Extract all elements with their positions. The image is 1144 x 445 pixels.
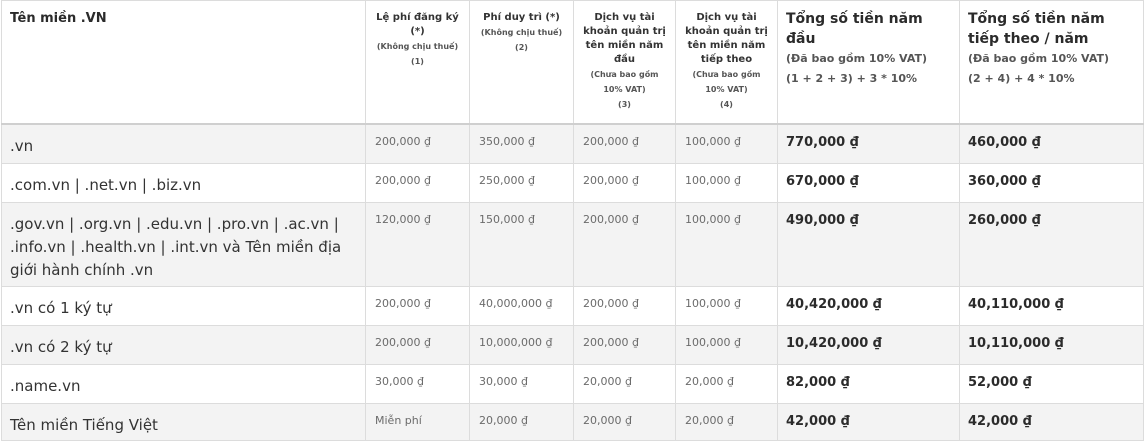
header-note: (Không chịu thuế) [376,42,459,51]
cell-maintenance-fee: 250,000 ₫ [469,163,574,203]
cell-admin-first-year: 200,000 ₫ [573,123,676,164]
table-row: .vn 200,000 ₫ 350,000 ₫ 200,000 ₫ 100,00… [1,123,1144,164]
cell-maintenance-fee: 150,000 ₫ [469,202,574,287]
header-note: (Chưa bao gồm 10% VAT) [692,70,761,94]
header-maintenance-fee: Phí duy trì (*) (Không chịu thuế) (2) [469,0,574,125]
header-label: Dịch vụ tài khoản quản trị tên miền năm … [583,12,666,65]
header-registration-fee: Lệ phí đăng ký (*) (Không chịu thuế) (1) [365,0,470,125]
cell-admin-first-year: 200,000 ₫ [573,286,676,326]
cell-registration-fee: 200,000 ₫ [365,325,470,365]
cell-registration-fee: 200,000 ₫ [365,163,470,203]
table-row: Tên miền Tiếng Việt Miễn phí 20,000 ₫ 20… [1,403,1144,441]
cell-total-next-year: 460,000 ₫ [959,123,1144,164]
table-row: .vn có 1 ký tự 200,000 ₫ 40,000,000 ₫ 20… [1,286,1144,326]
cell-registration-fee: 120,000 ₫ [365,202,470,287]
header-note: (Chưa bao gồm 10% VAT) [590,70,659,94]
cell-maintenance-fee: 20,000 ₫ [469,403,574,441]
table-row: .vn có 2 ký tự 200,000 ₫ 10,000,000 ₫ 20… [1,325,1144,365]
header-index: (3) [618,100,631,109]
cell-admin-first-year: 20,000 ₫ [573,403,676,441]
cell-maintenance-fee: 10,000,000 ₫ [469,325,574,365]
cell-maintenance-fee: 30,000 ₫ [469,364,574,404]
cell-domain: .vn [1,123,366,164]
cell-admin-first-year: 200,000 ₫ [573,325,676,365]
cell-admin-next-year: 100,000 ₫ [675,163,778,203]
cell-admin-next-year: 20,000 ₫ [675,403,778,441]
header-admin-next-year: Dịch vụ tài khoản quản trị tên miền năm … [675,0,778,125]
cell-admin-first-year: 200,000 ₫ [573,163,676,203]
header-label: Tổng số tiền năm tiếp theo / năm [968,11,1105,47]
cell-admin-next-year: 100,000 ₫ [675,123,778,164]
cell-registration-fee: 200,000 ₫ [365,123,470,164]
header-index: (4) [720,100,733,109]
cell-admin-next-year: 20,000 ₫ [675,364,778,404]
table-row: .name.vn 30,000 ₫ 30,000 ₫ 20,000 ₫ 20,0… [1,364,1144,404]
cell-domain: .name.vn [1,364,366,404]
header-note: (Đã bao gồm 10% VAT) [968,52,1110,65]
cell-registration-fee: 200,000 ₫ [365,286,470,326]
cell-total-first-year: 670,000 ₫ [777,163,960,203]
cell-total-next-year: 52,000 ₫ [959,364,1144,404]
header-label: Phí duy trì (*) [483,12,560,23]
header-index: (2) [515,43,528,52]
header-label: Tổng số tiền năm đầu [786,11,923,47]
cell-domain: Tên miền Tiếng Việt [1,403,366,441]
cell-admin-next-year: 100,000 ₫ [675,325,778,365]
header-total-next-year: Tổng số tiền năm tiếp theo / năm (Đã bao… [959,0,1144,125]
cell-total-first-year: 770,000 ₫ [777,123,960,164]
cell-registration-fee: 30,000 ₫ [365,364,470,404]
cell-total-first-year: 42,000 ₫ [777,403,960,441]
header-index: (1) [411,57,424,66]
header-domain: Tên miền .VN [1,0,366,125]
cell-total-next-year: 260,000 ₫ [959,202,1144,287]
cell-domain: .vn có 2 ký tự [1,325,366,365]
cell-total-first-year: 40,420,000 ₫ [777,286,960,326]
cell-total-next-year: 10,110,000 ₫ [959,325,1144,365]
cell-total-next-year: 40,110,000 ₫ [959,286,1144,326]
cell-maintenance-fee: 40,000,000 ₫ [469,286,574,326]
cell-admin-next-year: 100,000 ₫ [675,202,778,287]
cell-domain: .gov.vn | .org.vn | .edu.vn | .pro.vn | … [1,202,366,287]
cell-total-first-year: 490,000 ₫ [777,202,960,287]
table-row: .com.vn | .net.vn | .biz.vn 200,000 ₫ 25… [1,163,1144,203]
header-formula: (2 + 4) + 4 * 10% [968,72,1075,85]
cell-domain: .vn có 1 ký tự [1,286,366,326]
cell-total-first-year: 82,000 ₫ [777,364,960,404]
cell-admin-next-year: 100,000 ₫ [675,286,778,326]
cell-domain: .com.vn | .net.vn | .biz.vn [1,163,366,203]
header-total-first-year: Tổng số tiền năm đầu (Đã bao gồm 10% VAT… [777,0,960,125]
header-note: (Không chịu thuế) [480,28,563,37]
cell-maintenance-fee: 350,000 ₫ [469,123,574,164]
header-label: Dịch vụ tài khoản quản trị tên miền năm … [685,12,768,65]
cell-registration-fee: Miễn phí [365,403,470,441]
cell-total-first-year: 10,420,000 ₫ [777,325,960,365]
header-formula: (1 + 2 + 3) + 3 * 10% [786,72,918,85]
cell-total-next-year: 42,000 ₫ [959,403,1144,441]
cell-total-next-year: 360,000 ₫ [959,163,1144,203]
cell-admin-first-year: 200,000 ₫ [573,202,676,287]
table-row: .gov.vn | .org.vn | .edu.vn | .pro.vn | … [1,202,1144,287]
cell-admin-first-year: 20,000 ₫ [573,364,676,404]
header-note: (Đã bao gồm 10% VAT) [786,52,928,65]
header-admin-first-year: Dịch vụ tài khoản quản trị tên miền năm … [573,0,676,125]
table-header-row: Tên miền .VN Lệ phí đăng ký (*) (Không c… [1,0,1144,125]
header-label: Lệ phí đăng ký (*) [376,12,459,37]
